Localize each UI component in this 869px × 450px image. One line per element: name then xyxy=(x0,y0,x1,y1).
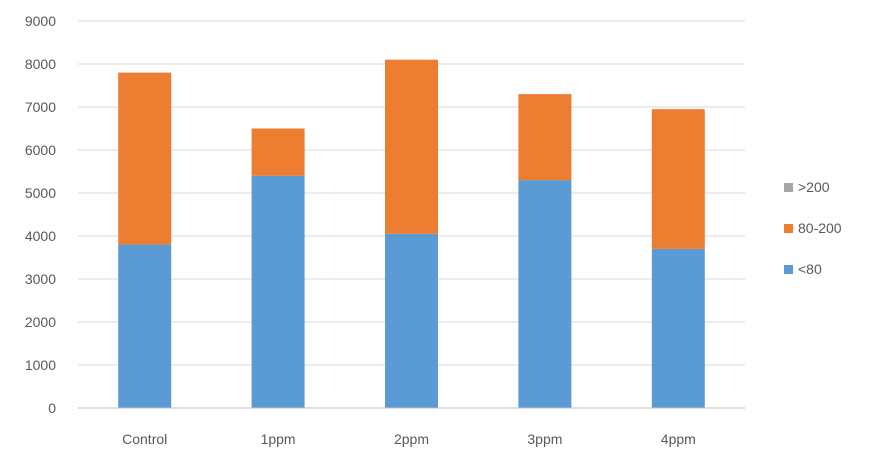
bar-segment xyxy=(518,180,572,408)
bar-segment xyxy=(651,109,705,249)
y-tick-label: 8000 xyxy=(25,56,56,72)
bar-segment xyxy=(385,233,438,408)
x-tick-label: 1ppm xyxy=(261,431,296,447)
y-axis-ticks: 0 1000 2000 3000 4000 5000 6000 7000 8000 9000 xyxy=(25,13,56,416)
legend-label: 80-200 xyxy=(798,220,842,236)
bars xyxy=(118,59,705,408)
bar-segment xyxy=(118,244,172,408)
x-tick-label: 3ppm xyxy=(527,431,562,447)
bar-segment xyxy=(251,175,305,408)
bar-segment xyxy=(518,94,572,181)
y-tick-label: 0 xyxy=(48,400,56,416)
y-tick-label: 4000 xyxy=(25,228,56,244)
y-tick-label: 6000 xyxy=(25,142,56,158)
y-tick-label: 7000 xyxy=(25,99,56,115)
y-tick-label: 2000 xyxy=(25,314,56,330)
legend-swatch xyxy=(784,224,793,233)
y-tick-label: 1000 xyxy=(25,357,56,373)
legend-label: >200 xyxy=(798,179,830,195)
legend: >200 80-200 <80 xyxy=(784,179,842,277)
legend-swatch xyxy=(784,265,793,274)
legend-swatch xyxy=(784,183,793,192)
x-tick-label: 2ppm xyxy=(394,431,429,447)
y-tick-label: 9000 xyxy=(25,13,56,29)
y-tick-label: 5000 xyxy=(25,185,56,201)
x-tick-label: 4ppm xyxy=(661,431,696,447)
bar-segment xyxy=(385,59,438,234)
bar-segment xyxy=(251,128,305,176)
y-tick-label: 3000 xyxy=(25,271,56,287)
bar-segment xyxy=(118,72,172,245)
legend-label: <80 xyxy=(798,261,822,277)
x-axis-ticks: Control 1ppm 2ppm 3ppm 4ppm xyxy=(122,431,696,447)
bar-segment xyxy=(651,248,705,408)
x-tick-label: Control xyxy=(122,431,167,447)
